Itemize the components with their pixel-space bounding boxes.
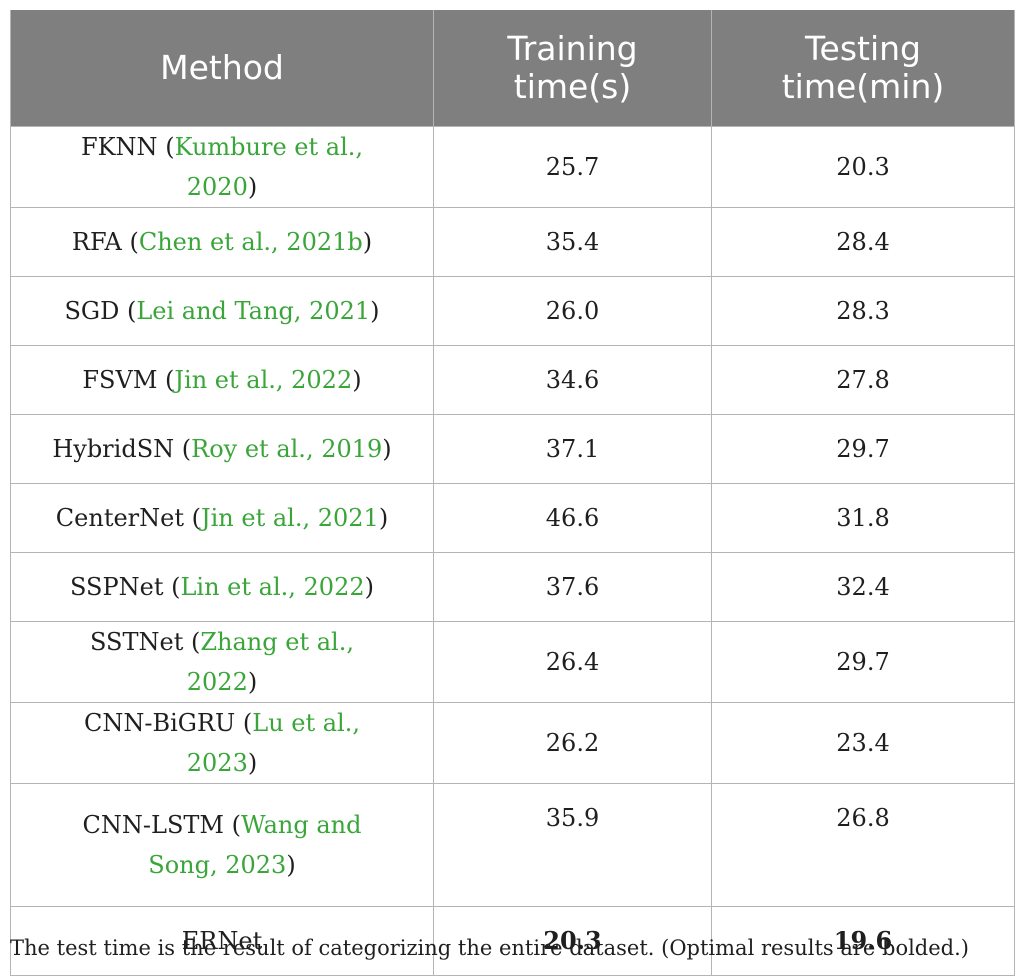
method-cell: HybridSN (Roy et al., 2019) [10, 414, 434, 484]
method-cell: CenterNet (Jin et al., 2021) [10, 483, 434, 553]
method-cell: FKNN (Kumbure et al., 2020) [10, 126, 434, 208]
header-method: Method [10, 10, 434, 127]
header-testing-time: Testing time(min) [711, 10, 1015, 127]
reference-link[interactable]: Lin et al., 2022 [180, 573, 365, 601]
training-time-cell: 35.9 [433, 783, 712, 907]
training-time-cell: 37.6 [433, 552, 712, 622]
reference-link[interactable]: Chen et al., 2021b [138, 228, 363, 256]
training-time-cell: 26.0 [433, 276, 712, 346]
header-training-time: Training time(s) [433, 10, 712, 127]
table-row: FSVM (Jin et al., 2022) 34.6 27.8 [10, 345, 1015, 415]
table-row: CNN-BiGRU (Lu et al., 2023) 26.2 23.4 [10, 702, 1015, 784]
table-row: HybridSN (Roy et al., 2019) 37.1 29.7 [10, 414, 1015, 484]
results-table: Method Training time(s) Testing time(min) … [10, 10, 1015, 976]
table-row: FKNN (Kumbure et al., 2020) 25.7 20.3 [10, 126, 1015, 208]
header-row: Method Training time(s) Testing time(min) [10, 10, 1015, 127]
testing-time-cell: 26.8 [711, 783, 1015, 907]
method-cell: CNN-LSTM (Wang and Song, 2023) [10, 783, 434, 907]
testing-time-cell: 27.8 [711, 345, 1015, 415]
training-time-cell: 35.4 [433, 207, 712, 277]
testing-time-cell: 23.4 [711, 702, 1015, 784]
table-row: SGD (Lei and Tang, 2021) 26.0 28.3 [10, 276, 1015, 346]
testing-time-cell: 28.3 [711, 276, 1015, 346]
testing-time-cell: 28.4 [711, 207, 1015, 277]
training-time-cell: 26.4 [433, 621, 712, 703]
testing-time-cell: 19.6 [711, 906, 1015, 976]
testing-time-cell: 29.7 [711, 621, 1015, 703]
training-time-cell: 37.1 [433, 414, 712, 484]
testing-time-cell: 31.8 [711, 483, 1015, 553]
reference-link[interactable]: Jin et al., 2022 [174, 366, 353, 394]
table-row: CenterNet (Jin et al., 2021) 46.6 31.8 [10, 483, 1015, 553]
testing-time-cell: 32.4 [711, 552, 1015, 622]
reference-link[interactable]: Song, 2023 [148, 851, 287, 879]
training-time-cell: 26.2 [433, 702, 712, 784]
method-cell: RFA (Chen et al., 2021b) [10, 207, 434, 277]
table-row: CNN-LSTM (Wang and Song, 2023) 35.9 26.8 [10, 783, 1015, 907]
testing-time-cell: 29.7 [711, 414, 1015, 484]
training-time-cell: 25.7 [433, 126, 712, 208]
reference-link[interactable]: Jin et al., 2021 [201, 504, 379, 532]
training-time-cell: 34.6 [433, 345, 712, 415]
method-cell: SSPNet (Lin et al., 2022) [10, 552, 434, 622]
results-table-container: Method Training time(s) Testing time(min) … [10, 10, 1015, 976]
table-row: RFA (Chen et al., 2021b) 35.4 28.4 [10, 207, 1015, 277]
method-cell: CNN-BiGRU (Lu et al., 2023) [10, 702, 434, 784]
method-cell: SSTNet (Zhang et al., 2022) [10, 621, 434, 703]
reference-link[interactable]: Zhang et al., 2022 [186, 628, 354, 696]
reference-link[interactable]: Wang and [240, 811, 362, 839]
reference-link[interactable]: Lu et al., 2023 [186, 709, 360, 777]
table-caption: The test time is the result of categoriz… [10, 936, 969, 960]
reference-link[interactable]: Kumbure et al., 2020 [174, 133, 364, 201]
method-cell: ERNet [10, 906, 434, 976]
table-row: ERNet 20.3 19.6 [10, 906, 1015, 976]
method-cell: FSVM (Jin et al., 2022) [10, 345, 434, 415]
reference-link[interactable]: Lei and Tang, 2021 [136, 297, 371, 325]
table-row: SSPNet (Lin et al., 2022) 37.6 32.4 [10, 552, 1015, 622]
table-row: SSTNet (Zhang et al., 2022) 26.4 29.7 [10, 621, 1015, 703]
reference-link[interactable]: Roy et al., 2019 [191, 435, 383, 463]
training-time-cell: 46.6 [433, 483, 712, 553]
method-cell: SGD (Lei and Tang, 2021) [10, 276, 434, 346]
testing-time-cell: 20.3 [711, 126, 1015, 208]
